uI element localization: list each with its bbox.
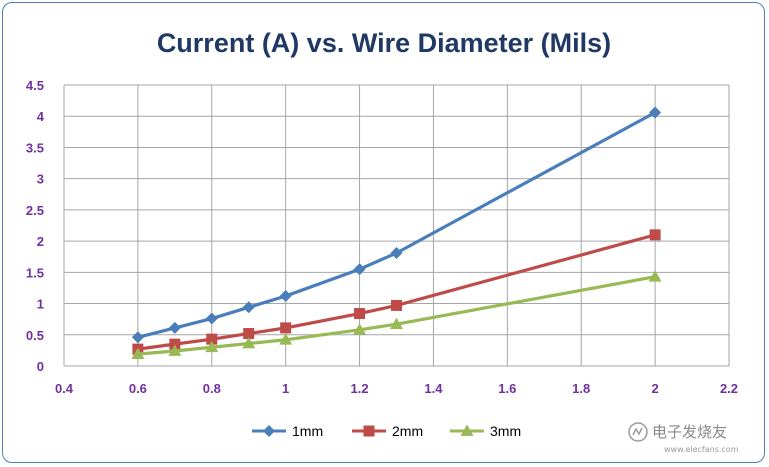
data-point bbox=[353, 263, 366, 276]
watermark-text: 电子发烧友 bbox=[652, 423, 727, 441]
x-tick-label: 1.2 bbox=[351, 381, 369, 396]
x-tick-label: 1.4 bbox=[424, 381, 443, 396]
data-point bbox=[280, 322, 292, 334]
data-point bbox=[390, 317, 403, 330]
y-tick-label: 4 bbox=[37, 109, 45, 124]
data-point bbox=[206, 333, 218, 345]
x-tick-label: 2 bbox=[651, 381, 658, 396]
series-3mm bbox=[131, 270, 662, 360]
legend-item-3mm: 3mm bbox=[450, 423, 521, 439]
y-tick-label: 0 bbox=[37, 359, 44, 374]
y-tick-label: 1 bbox=[37, 297, 44, 312]
data-point bbox=[243, 328, 255, 340]
y-tick-label: 1.5 bbox=[26, 265, 44, 280]
legend: 1mm 2mm 3mm bbox=[252, 423, 521, 439]
data-point bbox=[168, 321, 181, 334]
y-tick-label: 3 bbox=[37, 172, 44, 187]
data-point bbox=[131, 331, 144, 344]
watermark: 电子发烧友 www.elecfans.com bbox=[628, 422, 739, 454]
y-tick-label: 0.5 bbox=[26, 328, 44, 343]
axis-ticks: 0 0.5 1 1.5 2 2.5 3 3.5 4 4.5 0.4 0.6 0.8 1 1.2 1.4 1.6 1… bbox=[26, 78, 738, 396]
data-point bbox=[131, 347, 145, 360]
data-point bbox=[242, 301, 255, 314]
x-tick-label: 1 bbox=[282, 381, 289, 396]
grid bbox=[63, 84, 730, 367]
signal-logo-icon bbox=[628, 422, 648, 442]
x-tick-label: 0.8 bbox=[203, 381, 221, 396]
series-line bbox=[137, 275, 656, 356]
data-point bbox=[354, 308, 366, 320]
x-tick-label: 0.6 bbox=[129, 381, 147, 396]
data-point bbox=[205, 312, 218, 325]
y-tick-label: 3.5 bbox=[26, 140, 44, 155]
x-tick-label: 1.6 bbox=[498, 381, 516, 396]
legend-item-1mm: 1mm bbox=[252, 423, 323, 439]
data-point bbox=[353, 323, 367, 335]
series-1mm bbox=[131, 106, 662, 344]
x-tick-label: 2.2 bbox=[720, 381, 738, 396]
series-group bbox=[131, 106, 662, 360]
legend-label: 1mm bbox=[292, 423, 323, 439]
legend-item-2mm: 2mm bbox=[352, 423, 423, 439]
data-point bbox=[169, 338, 181, 350]
y-tick-label: 4.5 bbox=[26, 78, 44, 93]
legend-marker bbox=[263, 425, 275, 437]
data-point bbox=[649, 229, 661, 241]
data-point bbox=[205, 340, 219, 353]
y-tick-label: 2.5 bbox=[26, 203, 44, 218]
y-tick-label: 2 bbox=[37, 234, 44, 249]
data-point bbox=[279, 290, 292, 303]
legend-label: 2mm bbox=[392, 423, 423, 439]
legend-marker bbox=[363, 425, 375, 437]
watermark-url: www.elecfans.com bbox=[664, 445, 739, 454]
data-point bbox=[649, 106, 662, 119]
chart-frame bbox=[2, 2, 765, 463]
legend-label: 3mm bbox=[490, 423, 521, 439]
x-tick-label: 0.4 bbox=[55, 381, 74, 396]
data-point bbox=[168, 344, 182, 356]
series-line bbox=[137, 233, 656, 351]
x-tick-label: 1.8 bbox=[572, 381, 590, 396]
chart-title: Current (A) vs. Wire Diameter (Mils) bbox=[157, 28, 611, 58]
series-line bbox=[137, 111, 656, 339]
data-point bbox=[390, 246, 403, 259]
legend-marker bbox=[460, 424, 474, 436]
data-point bbox=[391, 299, 402, 311]
data-point bbox=[242, 337, 256, 349]
data-point bbox=[279, 333, 293, 345]
data-point bbox=[648, 270, 662, 282]
